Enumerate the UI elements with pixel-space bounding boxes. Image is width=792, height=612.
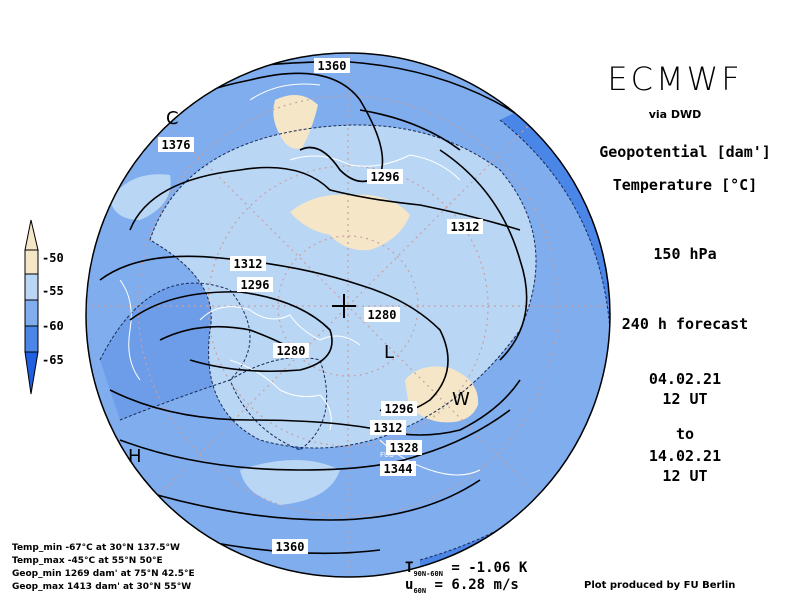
- contour-label: 1280: [273, 343, 309, 358]
- wind-stat: u60N = 6.28 m/s: [405, 577, 519, 595]
- svg-text:1312: 1312: [374, 421, 403, 435]
- map-border: [85, 52, 611, 578]
- svg-text:1344: 1344: [384, 462, 413, 476]
- stat-u-symbol: u: [405, 577, 414, 593]
- svg-text:1376: 1376: [162, 138, 191, 152]
- station-label: FUB: [380, 451, 394, 459]
- warm-symbol: W: [452, 389, 470, 410]
- temp-max: Temp_max -45°C at 55°N 50°E: [12, 556, 163, 566]
- contour-label: 1296: [367, 169, 403, 184]
- geop-min: Geop_min 1269 dam' at 75°N 42.5°E: [12, 569, 195, 579]
- contour-label: 1328: [386, 440, 422, 455]
- legend-label: -55: [42, 284, 64, 298]
- svg-text:1360: 1360: [318, 59, 347, 73]
- colorbar-bin: [24, 325, 39, 353]
- stat-t-subscript: 90N-60N: [413, 569, 443, 578]
- contour-label: 1360: [272, 539, 308, 554]
- legend-label: -60: [42, 319, 64, 333]
- svg-text:1328: 1328: [390, 441, 419, 455]
- colorbar-cap-bottom: [24, 351, 39, 395]
- svg-text:1280: 1280: [277, 344, 306, 358]
- svg-text:1296: 1296: [385, 402, 414, 416]
- svg-text:1312: 1312: [451, 220, 480, 234]
- init-time: 12 UT: [662, 390, 708, 408]
- stat-t-value: = -1.06 K: [451, 560, 528, 576]
- contour-label: 1296: [237, 277, 273, 292]
- stat-u-value: = 6.28 m/s: [434, 577, 519, 593]
- valid-time: 12 UT: [662, 467, 708, 485]
- high-symbol: H: [128, 446, 142, 467]
- colorbar-bin: [24, 273, 39, 301]
- colorbar-bin: [24, 249, 39, 275]
- cold-symbol: C: [166, 108, 179, 129]
- contour-label: 1312: [447, 219, 483, 234]
- low-symbol: L: [384, 342, 394, 363]
- svg-text:1360: 1360: [276, 540, 305, 554]
- contour-label: 1312: [230, 256, 266, 271]
- colorbar-bin: [24, 299, 39, 327]
- temp-min: Temp_min -67°C at 30°N 137.5°W: [12, 543, 180, 553]
- contour-labels: 1360 1376 1296 1312 1312 1296 1280 1280 …: [158, 58, 483, 554]
- valid-date: 14.02.21: [648, 447, 722, 465]
- svg-text:1312: 1312: [234, 257, 263, 271]
- field-temperature: Temperature [°C]: [612, 176, 758, 194]
- legend-label: -65: [42, 353, 64, 367]
- svg-text:1296: 1296: [371, 170, 400, 184]
- brand-title: ECMWF: [607, 60, 743, 98]
- contour-label: 1360: [314, 58, 350, 73]
- colorbar: -50 -55 -60 -65: [24, 219, 64, 395]
- credit-line: Plot produced by FU Berlin: [584, 580, 736, 591]
- stat-t-symbol: T: [405, 560, 414, 576]
- to-label: to: [675, 425, 695, 443]
- svg-text:1280: 1280: [368, 308, 397, 322]
- contour-label: 1344: [380, 461, 416, 476]
- field-geopotential: Geopotential [dam']: [599, 143, 771, 161]
- colorbar-cap-top: [24, 219, 39, 251]
- stat-u-subscript: 60N: [413, 586, 427, 595]
- forecast-length: 240 h forecast: [621, 315, 749, 333]
- pole-marker: [332, 294, 356, 318]
- pressure-level: 150 hPa: [653, 245, 717, 263]
- temperature-stat: T90N-60N = -1.06 K: [405, 560, 527, 578]
- contour-label: 1312: [370, 420, 406, 435]
- svg-text:1296: 1296: [241, 278, 270, 292]
- init-date: 04.02.21: [648, 370, 722, 388]
- contour-label: 1280: [364, 307, 400, 322]
- geop-max: Geop_max 1413 dam' at 30°N 55°W: [12, 582, 192, 592]
- source-label: via DWD: [648, 108, 702, 121]
- contour-label: 1296: [381, 401, 417, 416]
- contour-label: 1376: [158, 137, 194, 152]
- legend-label: -50: [42, 251, 64, 265]
